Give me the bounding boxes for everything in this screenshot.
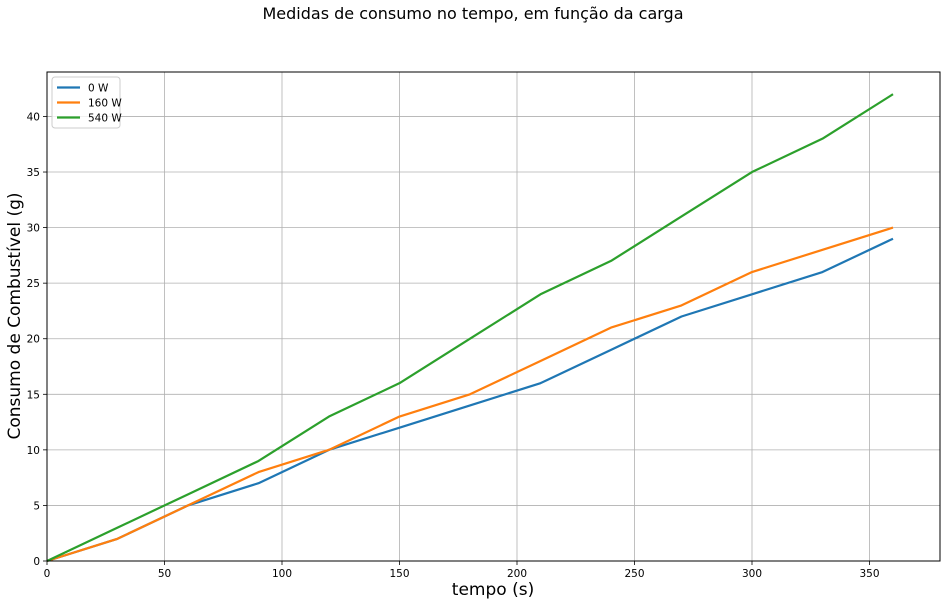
y-tick-label: 30 [27,223,40,235]
chart-title: Medidas de consumo no tempo, em função d… [262,4,683,23]
ticks: 0 50 100 150 200 250 300 350 0 5 10 15 20 25 30 35 40 [27,111,880,580]
series-layer [46,93,894,563]
y-tick-label: 35 [27,167,40,179]
legend-label: 160 W [88,98,122,110]
legend: 0 W 160 W 540 W [51,76,122,129]
x-tick-label: 350 [859,568,879,580]
y-tick-label: 20 [27,334,40,346]
legend-box [51,76,121,129]
grid [46,72,940,562]
x-tick-label: 250 [624,568,644,580]
y-tick-label: 15 [27,389,40,401]
y-tick-label: 5 [33,500,40,512]
x-tick-label: 100 [272,568,292,580]
x-tick-label: 200 [507,568,527,580]
y-tick-label: 40 [27,111,40,123]
y-tick-label: 25 [27,278,40,290]
legend-label: 0 W [88,83,109,95]
y-tick-label: 0 [33,556,40,568]
y-tick-label: 10 [27,445,40,457]
x-tick-label: 300 [742,568,762,580]
series-line-540-w [46,93,894,562]
plot-frame [46,71,941,562]
y-axis-label: Consumo de Combustível (g) [5,192,25,439]
series-line-160-w [46,226,894,563]
x-tick-label: 0 [44,568,51,580]
legend-label: 540 W [88,113,122,125]
x-tick-label: 150 [389,568,409,580]
x-tick-label: 50 [158,568,171,580]
x-axis-label: tempo (s) [452,580,534,600]
